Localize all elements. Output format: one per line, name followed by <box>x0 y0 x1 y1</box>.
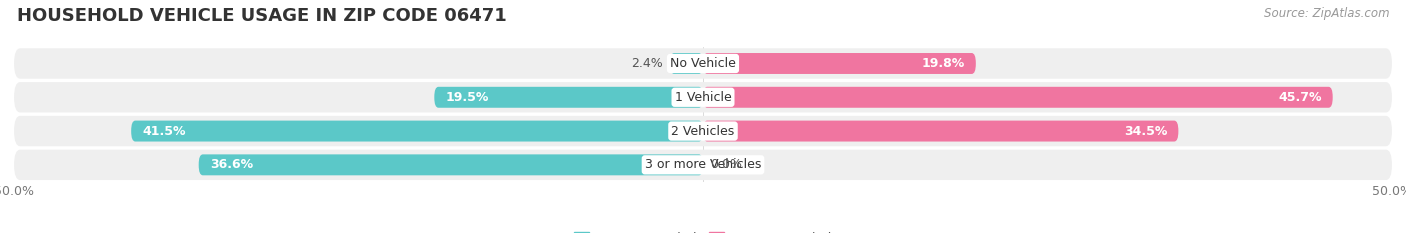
Text: 1 Vehicle: 1 Vehicle <box>675 91 731 104</box>
Text: 45.7%: 45.7% <box>1278 91 1322 104</box>
FancyBboxPatch shape <box>14 48 1392 79</box>
FancyBboxPatch shape <box>703 121 1178 141</box>
Text: 34.5%: 34.5% <box>1123 125 1167 137</box>
FancyBboxPatch shape <box>703 53 976 74</box>
Text: 19.5%: 19.5% <box>446 91 489 104</box>
FancyBboxPatch shape <box>14 82 1392 113</box>
Legend: Owner-occupied, Renter-occupied: Owner-occupied, Renter-occupied <box>568 227 838 233</box>
Text: 2 Vehicles: 2 Vehicles <box>672 125 734 137</box>
FancyBboxPatch shape <box>434 87 703 108</box>
Text: 0.0%: 0.0% <box>710 158 742 171</box>
Text: Source: ZipAtlas.com: Source: ZipAtlas.com <box>1264 7 1389 20</box>
FancyBboxPatch shape <box>131 121 703 141</box>
Text: 41.5%: 41.5% <box>142 125 186 137</box>
Text: 3 or more Vehicles: 3 or more Vehicles <box>645 158 761 171</box>
Text: 36.6%: 36.6% <box>209 158 253 171</box>
FancyBboxPatch shape <box>703 87 1333 108</box>
FancyBboxPatch shape <box>669 53 703 74</box>
Text: HOUSEHOLD VEHICLE USAGE IN ZIP CODE 06471: HOUSEHOLD VEHICLE USAGE IN ZIP CODE 0647… <box>17 7 506 25</box>
Text: 19.8%: 19.8% <box>921 57 965 70</box>
Text: 2.4%: 2.4% <box>631 57 664 70</box>
FancyBboxPatch shape <box>14 150 1392 180</box>
Text: No Vehicle: No Vehicle <box>671 57 735 70</box>
FancyBboxPatch shape <box>14 116 1392 146</box>
FancyBboxPatch shape <box>198 154 703 175</box>
